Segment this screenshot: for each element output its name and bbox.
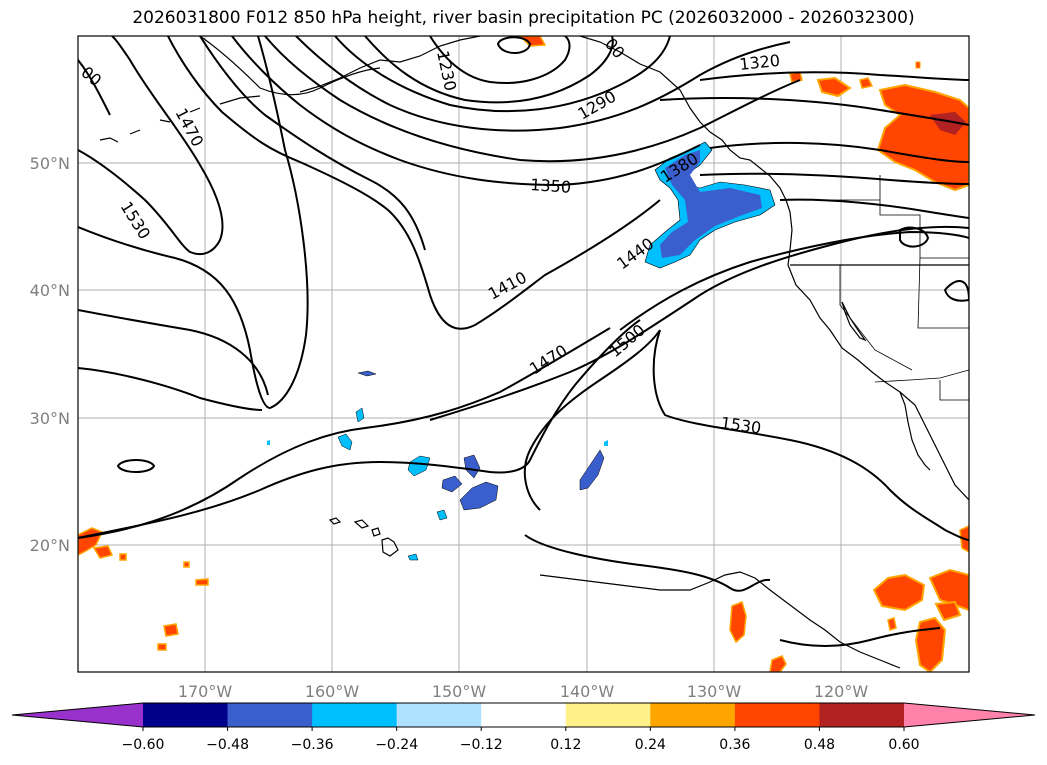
colorbar-tick-label: 0.36 (719, 737, 750, 753)
lon-label: 150°W (432, 682, 487, 701)
colorbar-segment (819, 703, 905, 727)
colorbar-segment (565, 703, 651, 727)
lon-label: 140°W (560, 682, 615, 701)
neg-area-core (660, 150, 762, 258)
contour-label: 1320 (738, 51, 780, 74)
colorbar-tick-label: −0.48 (206, 737, 249, 753)
colorbar-tick-label: −0.60 (122, 737, 165, 753)
colorbar-tick-label: 0.48 (804, 737, 835, 753)
colorbar-segment (143, 703, 229, 727)
longitude-labels: 170°W 160°W 150°W 140°W 130°W 120°W (178, 682, 869, 701)
colorbar-tick-label: −0.24 (375, 737, 418, 753)
lon-label: 160°W (305, 682, 360, 701)
colorbar-tick-label: 0.12 (550, 737, 581, 753)
colorbar-segment (312, 703, 398, 727)
borders (790, 175, 969, 401)
lon-label: 120°W (814, 682, 869, 701)
colorbar-segment (734, 703, 820, 727)
colorbar-extend-max (904, 703, 1035, 727)
lon-label: 130°W (687, 682, 742, 701)
colorbar-tick-label: −0.12 (460, 737, 503, 753)
colorbar-segment (396, 703, 482, 727)
colorbar-tick-label: −0.36 (291, 737, 334, 753)
lat-label: 20°N (30, 536, 70, 555)
gridlines (78, 36, 969, 672)
coastlines (99, 36, 969, 669)
height-contours (78, 36, 969, 647)
colorbar-extend-min (12, 703, 143, 727)
contour-label: 1350 (530, 175, 572, 197)
colorbar-segment (481, 703, 567, 727)
map-frame (78, 36, 969, 672)
negative-pc-areas (267, 141, 776, 561)
colorbar-segment (227, 703, 313, 727)
latitude-labels: 50°N 40°N 30°N 20°N (30, 154, 70, 555)
lon-label: 170°W (178, 682, 233, 701)
colorbar-tick-label: 0.24 (635, 737, 666, 753)
colorbar-tick-label: 0.60 (888, 737, 919, 753)
colorbar: −0.60 −0.48 −0.36 −0.24 −0.12 0.12 0.24 0.36 0.4… (11, 702, 1036, 753)
lat-label: 30°N (30, 409, 70, 428)
colorbar-segment (650, 703, 736, 727)
lat-label: 50°N (30, 154, 70, 173)
map-title: 2026031800 F012 850 hPa height, river ba… (132, 8, 915, 28)
lat-label: 40°N (30, 281, 70, 300)
